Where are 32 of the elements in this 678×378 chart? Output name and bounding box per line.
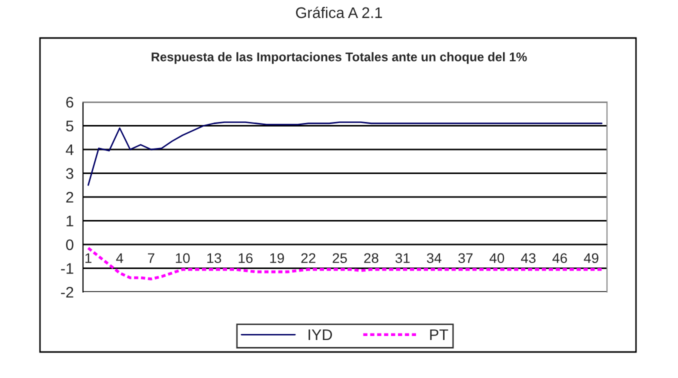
y-tick-label: 0: [66, 239, 74, 250]
x-tick-label: 28: [364, 253, 378, 264]
y-tick-label: 3: [66, 168, 74, 179]
x-tick-label: 13: [207, 253, 222, 264]
x-tick-label: 10: [176, 253, 190, 264]
line-series: [86, 246, 604, 280]
legend-label: IYD: [308, 329, 332, 340]
x-tick-label: 34: [426, 253, 442, 264]
line-series: [88, 121, 602, 186]
x-tick-label: 7: [148, 253, 154, 263]
legend-label: PT: [430, 329, 448, 340]
x-tick-label: 19: [270, 253, 284, 264]
x-tick-label: 1: [85, 253, 92, 263]
y-tick-label: 2: [66, 192, 74, 203]
x-tick-label: 46: [552, 253, 567, 264]
x-tick-label: 43: [520, 253, 536, 264]
x-tick-label: 16: [238, 253, 253, 264]
x-tick-label: 49: [584, 253, 598, 264]
x-tick-label: 22: [301, 253, 316, 263]
y-tick-label: 1: [66, 216, 74, 226]
chart-subtitle: Respuesta de las Importaciones Totales ante un choque del 1%: [152, 52, 527, 64]
y-tick-label: 5: [66, 120, 74, 132]
y-tick-label: -2: [61, 286, 74, 298]
x-tick-label: 25: [332, 253, 347, 264]
x-tick-label: 40: [490, 253, 504, 264]
y-tick-label: -1: [61, 263, 74, 274]
chart-title: Gráfica A 2.1: [296, 6, 382, 18]
x-tick-label: 4: [116, 253, 124, 263]
x-tick-label: 37: [458, 253, 473, 264]
y-tick-label: 4: [66, 144, 74, 156]
x-tick-label: 31: [395, 253, 410, 264]
y-tick-label: 6: [66, 96, 74, 108]
